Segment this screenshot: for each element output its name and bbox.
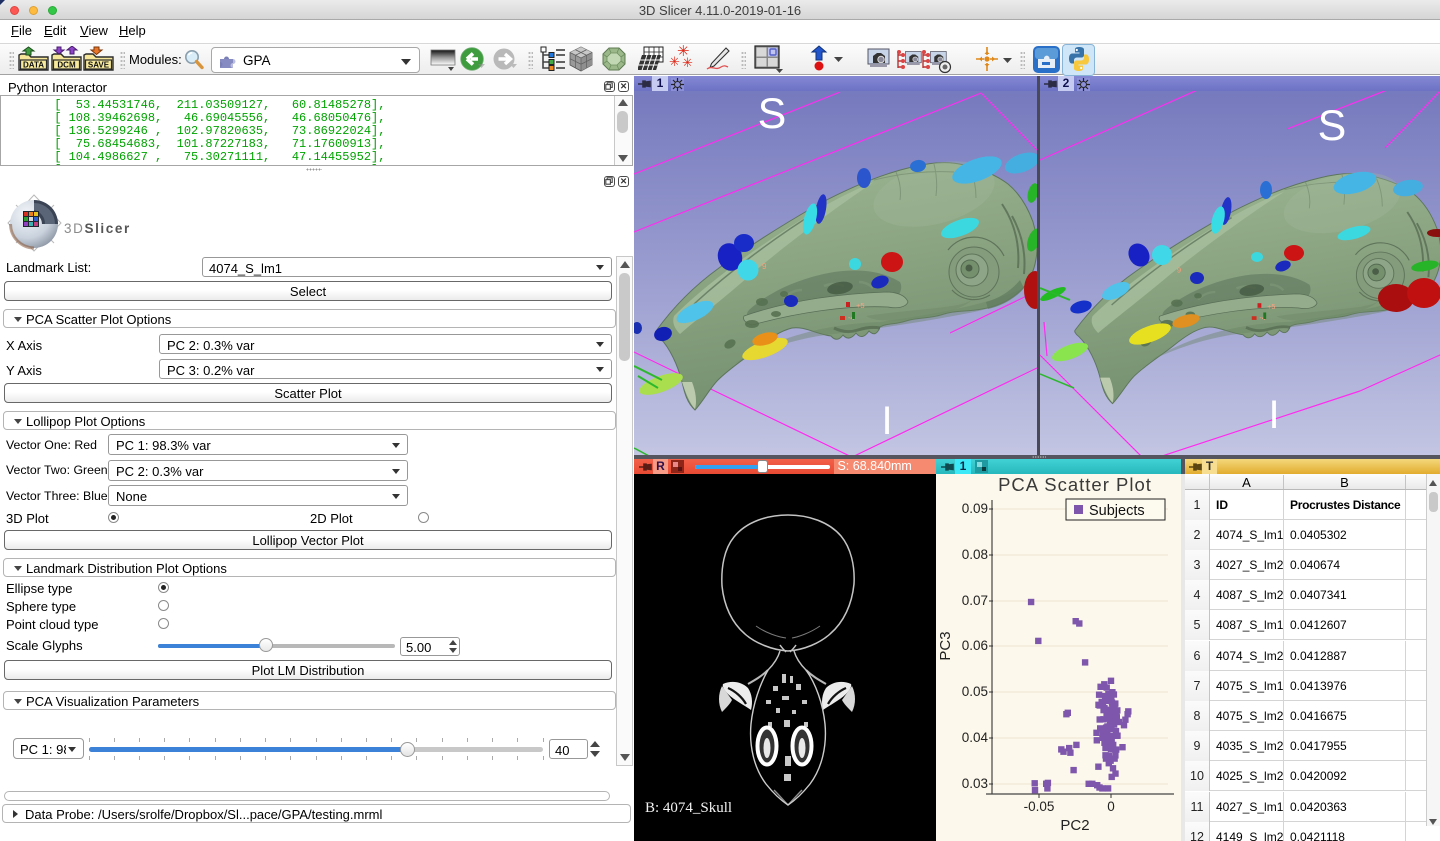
svg-text:0.06: 0.06 bbox=[962, 638, 988, 653]
svg-text:0.07: 0.07 bbox=[962, 593, 988, 608]
svg-text:9: 9 bbox=[762, 262, 767, 271]
svg-text:PC3: PC3 bbox=[937, 631, 954, 660]
svg-text:DCM: DCM bbox=[57, 61, 76, 70]
svg-text:B: 4074_Skull: B: 4074_Skull bbox=[645, 800, 732, 816]
svg-text:-4: -4 bbox=[1259, 314, 1265, 322]
svg-text:0.03: 0.03 bbox=[962, 776, 988, 791]
svg-text:+5: +5 bbox=[1267, 303, 1275, 311]
svg-text:S: S bbox=[1318, 102, 1347, 150]
svg-text:3DSlicer: 3DSlicer bbox=[64, 221, 131, 236]
svg-text:I: I bbox=[881, 399, 892, 443]
svg-text:Subjects: Subjects bbox=[1089, 503, 1145, 519]
svg-text:9: 9 bbox=[1177, 266, 1181, 275]
svg-text:0.09: 0.09 bbox=[962, 501, 988, 516]
svg-text:I: I bbox=[1268, 393, 1279, 437]
svg-text:DATA: DATA bbox=[23, 61, 44, 70]
svg-text:PC2: PC2 bbox=[1060, 817, 1089, 834]
svg-text:-4: -4 bbox=[848, 313, 855, 322]
svg-text:0.05: 0.05 bbox=[962, 684, 988, 699]
svg-text:+5: +5 bbox=[856, 301, 865, 310]
svg-text:S: S bbox=[758, 91, 787, 138]
svg-text:PCA Scatter Plot: PCA Scatter Plot bbox=[998, 474, 1152, 495]
svg-text:SAVE: SAVE bbox=[88, 61, 110, 70]
svg-text:0: 0 bbox=[1107, 799, 1115, 814]
svg-text:0.08: 0.08 bbox=[962, 547, 988, 562]
svg-text:-0.05: -0.05 bbox=[1024, 799, 1055, 814]
svg-text:0.04: 0.04 bbox=[962, 730, 989, 745]
